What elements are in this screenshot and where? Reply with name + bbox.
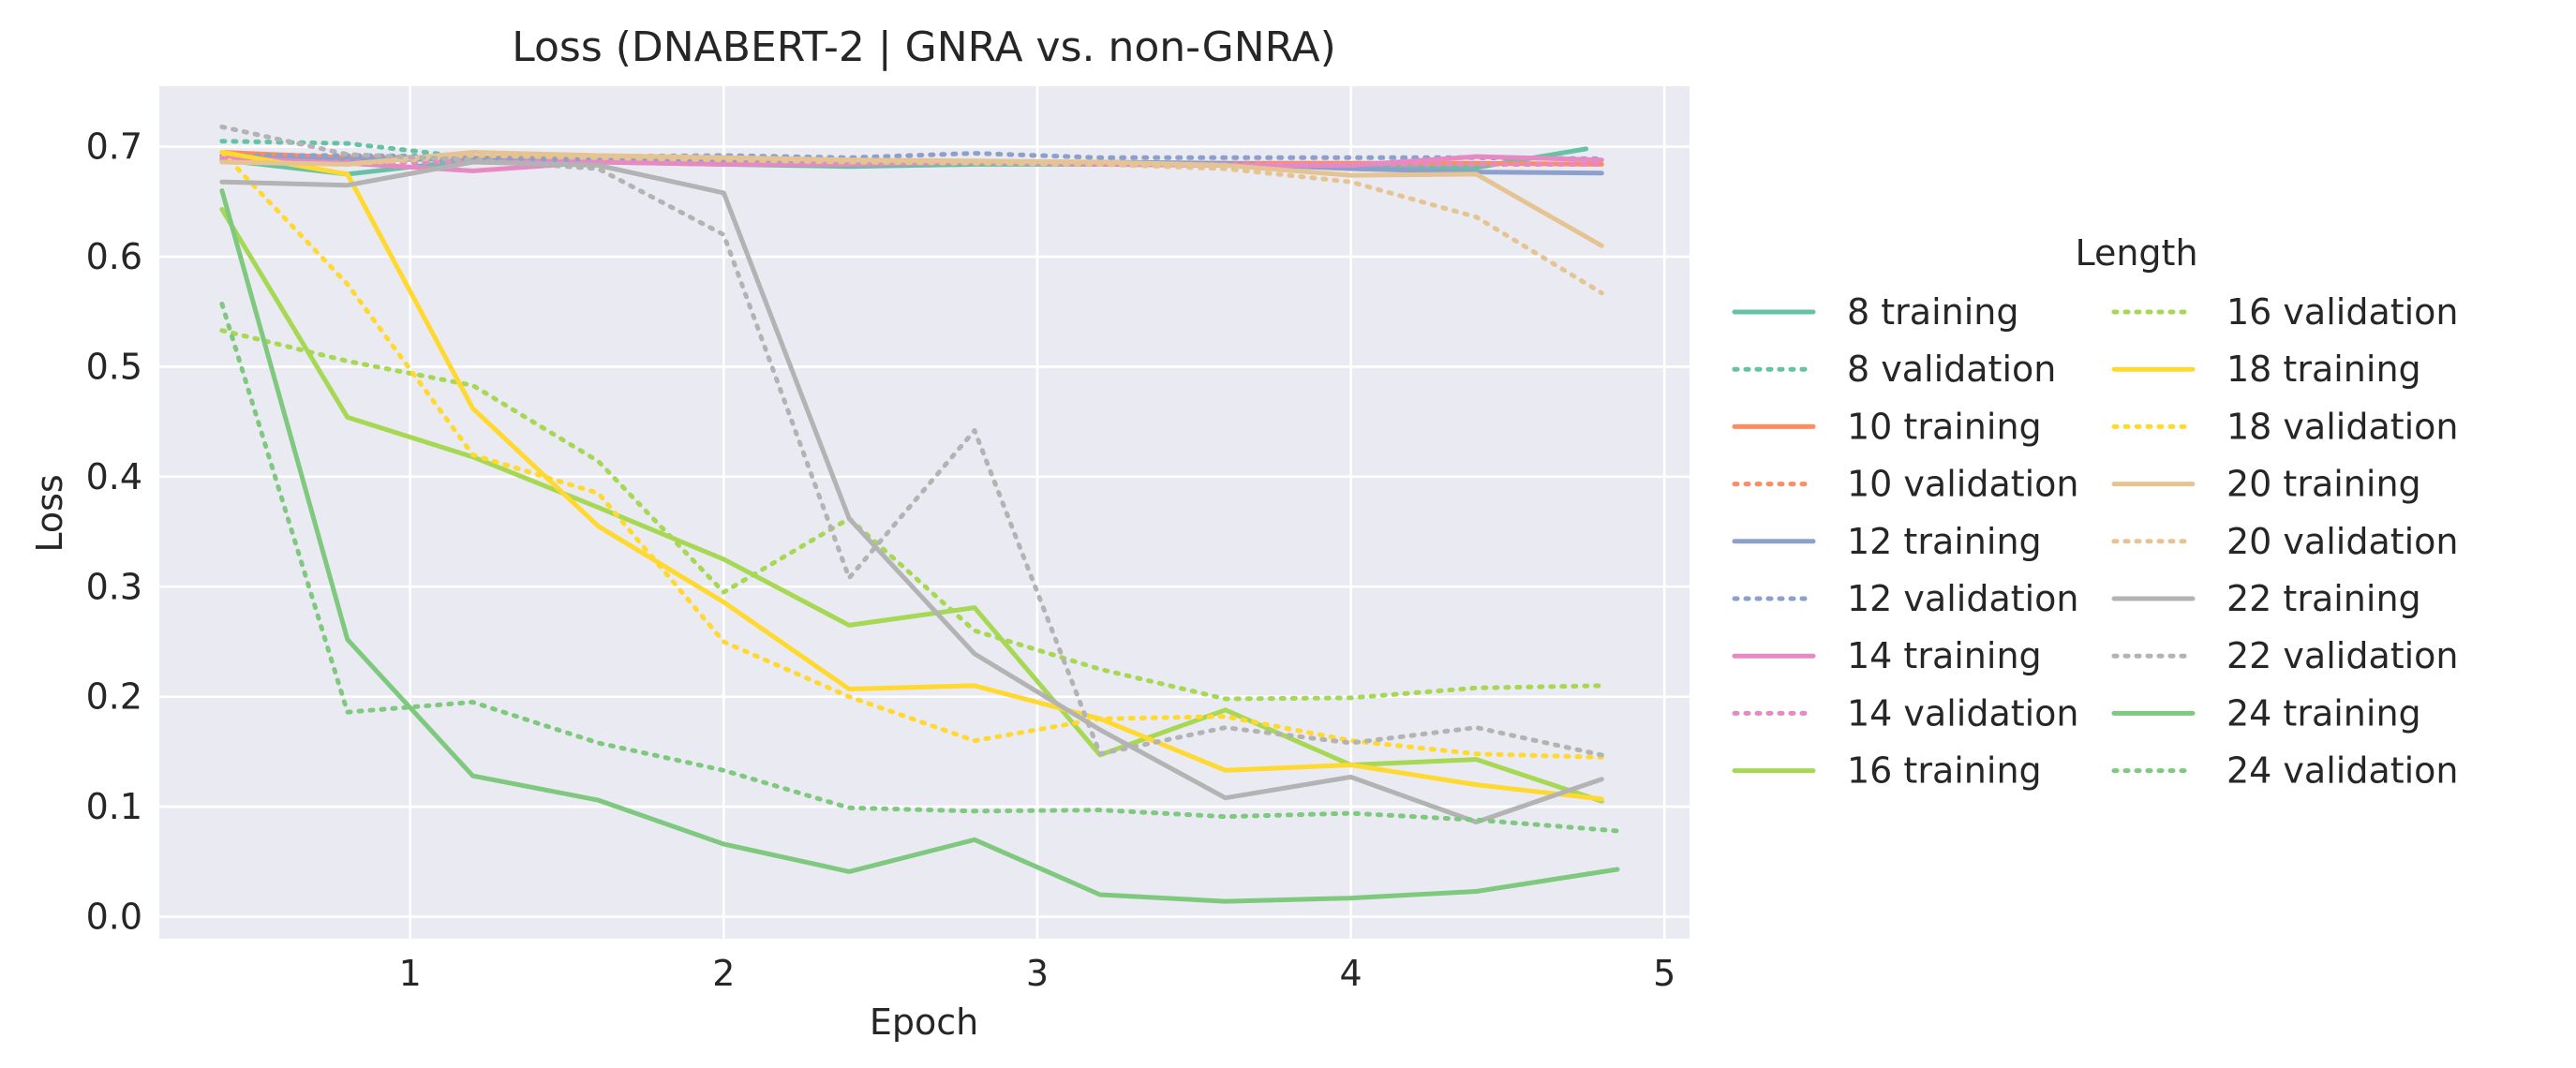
y-tick-label: 0.2 <box>86 676 142 718</box>
legend-label: 8 training <box>1847 291 2018 333</box>
series-line-20-validation <box>219 153 1604 296</box>
series-line-22-validation <box>219 124 1604 758</box>
x-tick-label: 4 <box>1340 953 1362 994</box>
x-tick-label: 2 <box>712 953 735 994</box>
x-tick-label: 3 <box>1026 953 1049 994</box>
legend-label: 14 training <box>1847 635 2042 676</box>
legend-label: 8 validation <box>1847 349 2056 390</box>
legend-label: 24 training <box>2226 692 2421 734</box>
series-line-18-training <box>219 150 1604 802</box>
series-line-22-training <box>219 159 1604 824</box>
legend-label: 12 validation <box>1847 578 2079 619</box>
tick-labels: 1 2 3 4 5 0.0 0.1 0.2 0.3 0.4 0.5 0.6 0.7 <box>86 126 1676 994</box>
series-line-16-training <box>219 207 1604 804</box>
y-tick-label: 0.5 <box>86 346 142 387</box>
plot-area <box>159 86 1690 939</box>
legend-label: 16 validation <box>2226 291 2459 333</box>
legend-entries: 8 training 8 validation 10 training 10 vali… <box>1732 291 2459 792</box>
series-layer <box>219 124 1620 904</box>
y-axis-label: Loss <box>29 474 70 552</box>
x-axis-label: Epoch <box>870 1001 978 1043</box>
legend-label: 12 training <box>1847 521 2042 562</box>
y-tick-label: 0.0 <box>86 897 142 938</box>
legend-label: 20 validation <box>2226 521 2459 562</box>
y-tick-label: 0.1 <box>86 786 142 827</box>
x-tick-label: 5 <box>1653 953 1675 994</box>
legend-label: 14 validation <box>1847 692 2079 734</box>
legend-label: 18 training <box>2226 349 2421 390</box>
series-line-24-validation <box>219 302 1620 834</box>
x-tick-label: 1 <box>399 953 422 994</box>
legend-label: 20 training <box>2226 464 2421 505</box>
series-line-18-validation <box>219 150 1604 760</box>
legend-title: Length <box>2075 232 2197 274</box>
series-line-20-training <box>219 150 1604 248</box>
y-tick-label: 0.3 <box>86 566 142 607</box>
legend-label: 16 training <box>1847 750 2042 792</box>
y-tick-label: 0.7 <box>86 126 142 168</box>
series-line-16-validation <box>219 328 1604 702</box>
legend-label: 22 training <box>2226 578 2421 619</box>
y-tick-label: 0.4 <box>86 456 142 497</box>
legend: Length 8 training 8 validation 10 training… <box>1732 232 2459 792</box>
legend-label: 18 validation <box>2226 406 2459 447</box>
chart-title: Loss (DNABERT-2 | GNRA vs. non-GNRA) <box>512 23 1335 71</box>
legend-label: 10 validation <box>1847 464 2079 505</box>
legend-label: 10 training <box>1847 406 2042 447</box>
legend-label: 24 validation <box>2226 750 2459 792</box>
series-line-24-training <box>219 188 1620 904</box>
y-tick-label: 0.6 <box>86 236 142 277</box>
legend-label: 22 validation <box>2226 635 2459 676</box>
